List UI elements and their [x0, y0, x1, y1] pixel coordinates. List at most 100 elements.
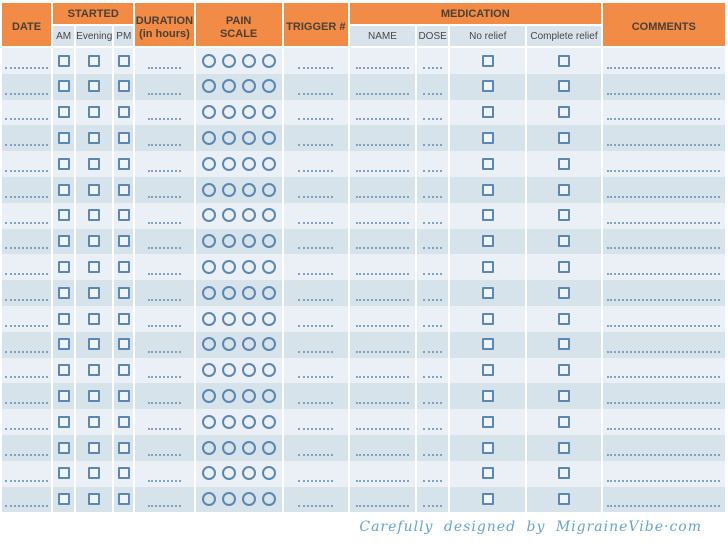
pain-scale-circle-1[interactable]	[201, 440, 216, 455]
pain-scale-circle-4[interactable]	[261, 285, 276, 300]
pain-scale-circle-1[interactable]	[201, 311, 216, 326]
no-relief-checkbox[interactable]	[481, 54, 494, 67]
evening-checkbox[interactable]	[88, 209, 101, 222]
pain-scale-circle-2[interactable]	[221, 311, 236, 326]
pain-scale-circle-3[interactable]	[241, 285, 256, 300]
evening-checkbox[interactable]	[88, 415, 101, 428]
date-input-line[interactable]	[4, 505, 49, 508]
date-input-line[interactable]	[4, 350, 49, 353]
date-input-line[interactable]	[4, 66, 49, 69]
pain-scale-circle-2[interactable]	[221, 79, 236, 94]
pain-scale-circle-1[interactable]	[201, 79, 216, 94]
evening-checkbox[interactable]	[88, 286, 101, 299]
pain-scale-circle-2[interactable]	[221, 234, 236, 249]
am-checkbox[interactable]	[57, 415, 70, 428]
duration-input-line[interactable]	[147, 144, 182, 147]
pain-scale-circle-3[interactable]	[241, 440, 256, 455]
pain-scale-circle-1[interactable]	[201, 53, 216, 68]
evening-checkbox[interactable]	[88, 493, 101, 506]
duration-input-line[interactable]	[147, 453, 182, 456]
date-input-line[interactable]	[4, 298, 49, 301]
no-relief-checkbox[interactable]	[481, 80, 494, 93]
comments-input-line[interactable]	[607, 273, 721, 276]
pain-scale-circle-3[interactable]	[241, 260, 256, 275]
pm-checkbox[interactable]	[117, 183, 130, 196]
pain-scale-circle-4[interactable]	[261, 311, 276, 326]
evening-checkbox[interactable]	[88, 54, 101, 67]
trigger-input-line[interactable]	[298, 169, 334, 172]
pain-scale-circle-1[interactable]	[201, 337, 216, 352]
pm-checkbox[interactable]	[117, 54, 130, 67]
am-checkbox[interactable]	[57, 312, 70, 325]
pain-scale-circle-4[interactable]	[261, 156, 276, 171]
dose-input-line[interactable]	[422, 118, 443, 121]
evening-checkbox[interactable]	[88, 467, 101, 480]
pm-checkbox[interactable]	[117, 467, 130, 480]
comments-input-line[interactable]	[607, 324, 721, 327]
medication-name-input-line[interactable]	[356, 298, 409, 301]
am-checkbox[interactable]	[57, 261, 70, 274]
comments-input-line[interactable]	[607, 247, 721, 250]
pain-scale-circle-4[interactable]	[261, 337, 276, 352]
date-input-line[interactable]	[4, 453, 49, 456]
complete-relief-checkbox[interactable]	[557, 132, 570, 145]
pain-scale-circle-2[interactable]	[221, 156, 236, 171]
pain-scale-circle-4[interactable]	[261, 131, 276, 146]
complete-relief-checkbox[interactable]	[557, 54, 570, 67]
no-relief-checkbox[interactable]	[481, 441, 494, 454]
dose-input-line[interactable]	[422, 169, 443, 172]
pain-scale-circle-3[interactable]	[241, 389, 256, 404]
pain-scale-circle-2[interactable]	[221, 105, 236, 120]
pm-checkbox[interactable]	[117, 312, 130, 325]
am-checkbox[interactable]	[57, 493, 70, 506]
pm-checkbox[interactable]	[117, 209, 130, 222]
duration-input-line[interactable]	[147, 273, 182, 276]
dose-input-line[interactable]	[422, 505, 443, 508]
evening-checkbox[interactable]	[88, 390, 101, 403]
dose-input-line[interactable]	[422, 427, 443, 430]
pain-scale-circle-4[interactable]	[261, 260, 276, 275]
comments-input-line[interactable]	[607, 505, 721, 508]
date-input-line[interactable]	[4, 92, 49, 95]
dose-input-line[interactable]	[422, 92, 443, 95]
pm-checkbox[interactable]	[117, 80, 130, 93]
date-input-line[interactable]	[4, 221, 49, 224]
date-input-line[interactable]	[4, 376, 49, 379]
complete-relief-checkbox[interactable]	[557, 364, 570, 377]
comments-input-line[interactable]	[607, 118, 721, 121]
pain-scale-circle-1[interactable]	[201, 105, 216, 120]
date-input-line[interactable]	[4, 247, 49, 250]
pain-scale-circle-2[interactable]	[221, 131, 236, 146]
no-relief-checkbox[interactable]	[481, 415, 494, 428]
trigger-input-line[interactable]	[298, 273, 334, 276]
am-checkbox[interactable]	[57, 390, 70, 403]
comments-input-line[interactable]	[607, 298, 721, 301]
pain-scale-circle-1[interactable]	[201, 156, 216, 171]
pm-checkbox[interactable]	[117, 338, 130, 351]
trigger-input-line[interactable]	[298, 298, 334, 301]
no-relief-checkbox[interactable]	[481, 493, 494, 506]
complete-relief-checkbox[interactable]	[557, 157, 570, 170]
complete-relief-checkbox[interactable]	[557, 467, 570, 480]
trigger-input-line[interactable]	[298, 350, 334, 353]
evening-checkbox[interactable]	[88, 261, 101, 274]
dose-input-line[interactable]	[422, 195, 443, 198]
evening-checkbox[interactable]	[88, 106, 101, 119]
complete-relief-checkbox[interactable]	[557, 286, 570, 299]
medication-name-input-line[interactable]	[356, 376, 409, 379]
comments-input-line[interactable]	[607, 453, 721, 456]
pain-scale-circle-3[interactable]	[241, 414, 256, 429]
comments-input-line[interactable]	[607, 221, 721, 224]
evening-checkbox[interactable]	[88, 338, 101, 351]
no-relief-checkbox[interactable]	[481, 338, 494, 351]
complete-relief-checkbox[interactable]	[557, 80, 570, 93]
no-relief-checkbox[interactable]	[481, 106, 494, 119]
dose-input-line[interactable]	[422, 376, 443, 379]
duration-input-line[interactable]	[147, 118, 182, 121]
duration-input-line[interactable]	[147, 427, 182, 430]
duration-input-line[interactable]	[147, 195, 182, 198]
pain-scale-circle-3[interactable]	[241, 131, 256, 146]
medication-name-input-line[interactable]	[356, 92, 409, 95]
trigger-input-line[interactable]	[298, 324, 334, 327]
date-input-line[interactable]	[4, 479, 49, 482]
